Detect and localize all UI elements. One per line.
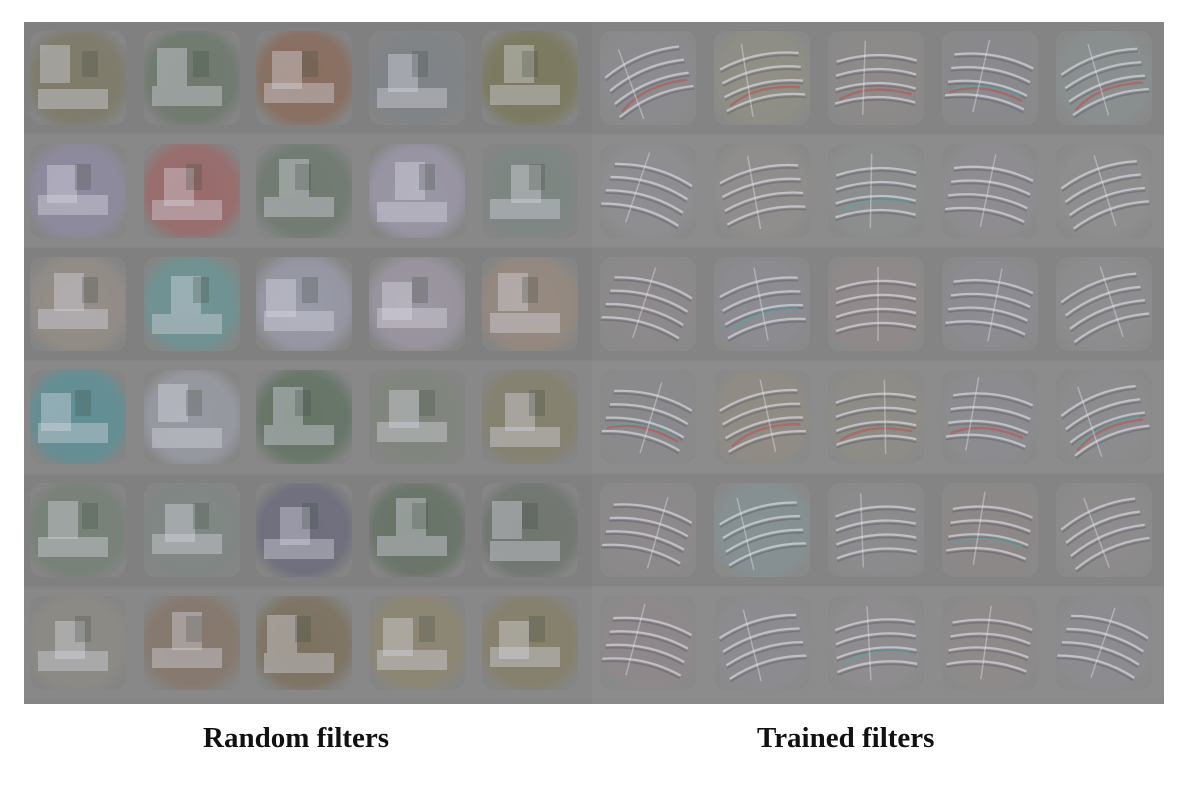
trained-filter-visualization [828,596,924,690]
trained-filter-visualization [714,483,810,577]
trained-filter-visualization [600,257,696,351]
random-filters-panel [24,22,592,704]
trained-filter-visualization [828,483,924,577]
random-filter-row-5 [24,474,592,586]
trained-filters-panel [592,22,1164,704]
random-filter-visualization [144,483,240,577]
random-filter-visualization [369,596,465,690]
random-filter-visualization [369,31,465,125]
trained-filter-visualization [828,370,924,464]
random-filter-visualization [144,596,240,690]
trained-filter-row-6 [592,587,1164,699]
trained-filter-visualization [942,370,1038,464]
trained-filter-visualization [1056,483,1152,577]
random-filter-visualization [30,31,126,125]
random-filter-row-3 [24,248,592,360]
random-filter-visualization [482,31,578,125]
trained-filter-row-2 [592,135,1164,247]
trained-filter-visualization [1056,144,1152,238]
random-filter-visualization [256,596,352,690]
trained-filter-visualization [714,144,810,238]
trained-filter-visualization [714,31,810,125]
trained-filter-visualization [942,483,1038,577]
trained-filter-visualization [600,483,696,577]
trained-filter-row-1 [592,22,1164,134]
random-filter-visualization [30,596,126,690]
random-filter-visualization [256,370,352,464]
trained-filter-visualization [714,596,810,690]
random-filter-visualization [30,257,126,351]
random-filter-visualization [30,370,126,464]
random-filter-visualization [369,144,465,238]
random-filter-visualization [256,31,352,125]
random-filter-visualization [369,257,465,351]
trained-filter-visualization [828,144,924,238]
random-filter-visualization [30,144,126,238]
trained-filter-visualization [600,144,696,238]
random-filter-visualization [482,596,578,690]
trained-filter-visualization [828,31,924,125]
trained-filter-row-4 [592,361,1164,473]
random-filter-visualization [144,257,240,351]
trained-filter-visualization [600,370,696,464]
trained-filter-visualization [1056,257,1152,351]
trained-filter-visualization [1056,370,1152,464]
trained-filter-visualization [714,257,810,351]
random-filter-visualization [369,483,465,577]
random-filter-visualization [256,144,352,238]
random-filter-visualization [256,257,352,351]
trained-filter-visualization [942,144,1038,238]
random-filter-row-6 [24,587,592,699]
random-filter-row-4 [24,361,592,473]
random-filter-row-2 [24,135,592,247]
random-filter-visualization [369,370,465,464]
trained-filter-row-3 [592,248,1164,360]
trained-filter-row-5 [592,474,1164,586]
random-filter-visualization [144,370,240,464]
random-filters-caption: Random filters [203,722,390,754]
random-filter-row-1 [24,22,592,134]
random-filter-visualization [30,483,126,577]
random-filter-visualization [256,483,352,577]
trained-filter-visualization [942,31,1038,125]
trained-filter-visualization [1056,596,1152,690]
trained-filters-caption: Trained filters [757,722,935,754]
random-filter-visualization [144,31,240,125]
trained-filter-visualization [1056,31,1152,125]
random-filter-visualization [482,370,578,464]
random-filter-visualization [482,483,578,577]
trained-filter-visualization [828,257,924,351]
random-filter-visualization [144,144,240,238]
trained-filter-visualization [600,596,696,690]
trained-filter-visualization [600,31,696,125]
random-filter-visualization [482,257,578,351]
trained-filter-visualization [942,596,1038,690]
random-filter-visualization [482,144,578,238]
trained-filter-visualization [942,257,1038,351]
trained-filter-visualization [714,370,810,464]
